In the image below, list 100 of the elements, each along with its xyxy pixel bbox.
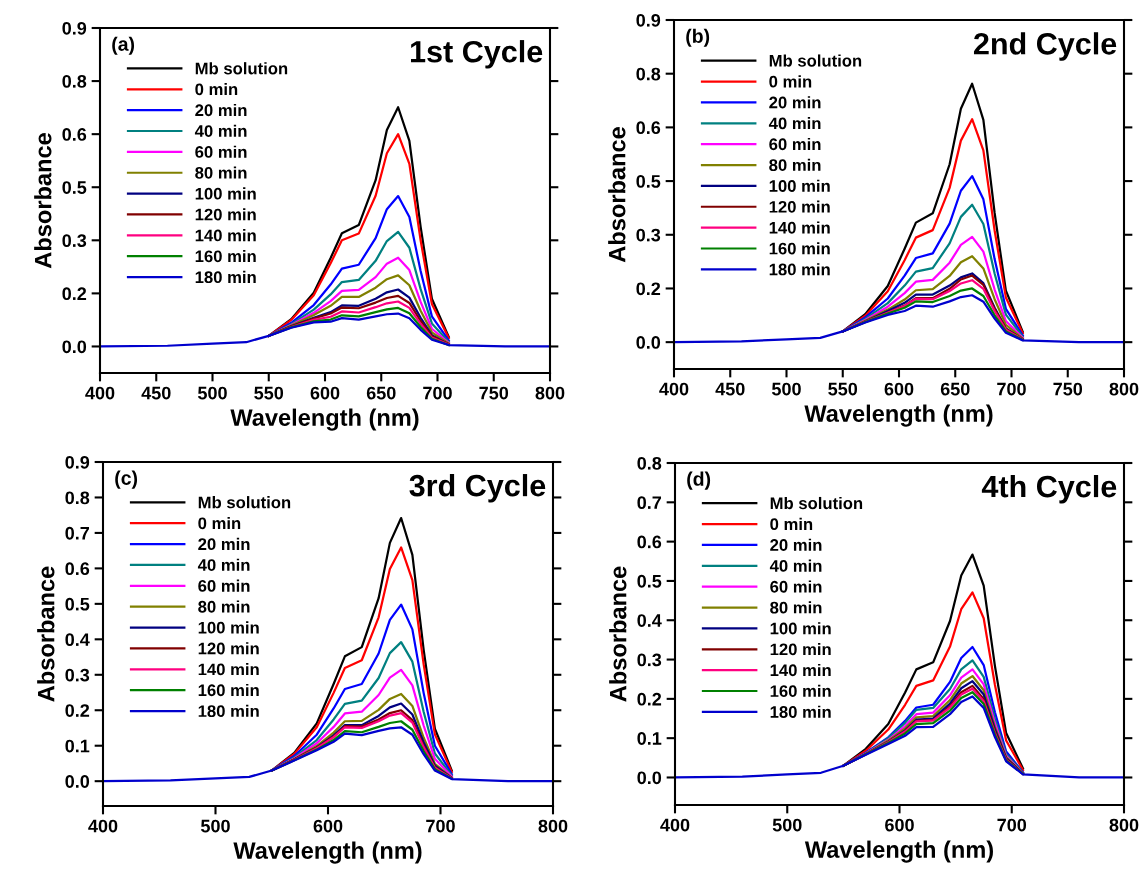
y-axis-title: Absorbance xyxy=(34,133,52,269)
legend-label: Mb solution xyxy=(769,54,862,67)
x-tick-label: 750 xyxy=(479,386,509,400)
x-tick-label: 700 xyxy=(997,818,1027,832)
legend-label: 180 min xyxy=(198,704,259,718)
y-tick-label: 0.2 xyxy=(65,704,90,717)
y-tick-label: 0.4 xyxy=(637,614,662,627)
legend-label: 60 min xyxy=(769,137,821,151)
y-tick-label: 0.6 xyxy=(637,535,662,549)
legend-label: 80 min xyxy=(769,158,821,172)
y-tick-label: 0.8 xyxy=(62,75,87,88)
line-series xyxy=(841,82,1024,333)
legend-label: 140 min xyxy=(769,221,830,234)
legend-label: 60 min xyxy=(195,145,247,158)
legend-label: 60 min xyxy=(198,579,250,592)
x-tick-label: 500 xyxy=(771,382,801,396)
y-tick-label: 0.3 xyxy=(637,653,662,667)
legend-label: 140 min xyxy=(195,229,256,242)
x-tick-label: 500 xyxy=(197,386,227,400)
legend-label: 40 min xyxy=(769,559,822,572)
line-series xyxy=(103,726,553,783)
x-tick-label: 650 xyxy=(366,386,396,400)
x-tick-label: 700 xyxy=(423,386,452,400)
y-tick-label: 0.3 xyxy=(62,234,87,248)
legend-label: 20 min xyxy=(198,537,250,551)
legend-label: 40 min xyxy=(768,117,821,130)
y-tick-label: 0.0 xyxy=(637,771,662,785)
legend-label: 100 min xyxy=(198,621,259,634)
legend-label: 40 min xyxy=(194,124,247,137)
legend-label: 80 min xyxy=(770,601,822,614)
x-tick-label: 400 xyxy=(85,386,115,400)
y-tick-label: 0.0 xyxy=(65,775,90,788)
y-tick-label: 0.1 xyxy=(65,739,90,753)
y-tick-label: 0.0 xyxy=(636,336,661,349)
legend-label: 120 min xyxy=(770,643,831,656)
x-tick-label: 500 xyxy=(772,818,802,832)
y-tick-label: 0.6 xyxy=(65,562,90,576)
x-tick-label: 500 xyxy=(200,819,230,833)
x-axis-title: Wavelength (nm) xyxy=(233,841,422,864)
legend-label: 120 min xyxy=(769,200,830,213)
y-tick-label: 0.6 xyxy=(636,121,661,135)
legend-label: 0 min xyxy=(769,75,812,88)
legend-label: 160 min xyxy=(770,684,831,698)
legend-label: 120 min xyxy=(198,642,259,655)
legend-label: 60 min xyxy=(770,580,822,593)
legend-label: Mb solution xyxy=(198,496,291,509)
y-tick-label: 0.9 xyxy=(62,21,87,35)
x-tick-label: 400 xyxy=(88,819,118,833)
chart-title: 4th Cycle xyxy=(981,474,1117,504)
x-axis-title: Wavelength (nm) xyxy=(804,404,993,427)
y-tick-label: 0.9 xyxy=(636,13,661,27)
line-series xyxy=(675,695,1124,779)
legend-label: 140 min xyxy=(198,663,259,676)
chart-title: 2nd Cycle xyxy=(973,32,1117,61)
y-tick-label: 0.3 xyxy=(636,228,661,242)
y-tick-label: 0.9 xyxy=(65,455,90,469)
y-tick-label: 0.4 xyxy=(65,633,90,647)
legend-label: 100 min xyxy=(770,622,831,635)
y-tick-label: 0.6 xyxy=(62,128,87,141)
annotation: (a) xyxy=(112,36,135,55)
x-tick-label: 800 xyxy=(535,386,565,400)
legend-label: 20 min xyxy=(770,538,822,551)
legend-label: 20 min xyxy=(769,96,821,109)
legend-label: 80 min xyxy=(195,166,247,179)
y-tick-label: 0.8 xyxy=(636,67,661,81)
legend-label: 180 min xyxy=(770,705,831,718)
chart-title: 3rd Cycle xyxy=(409,474,546,503)
y-tick-label: 0.7 xyxy=(65,526,90,540)
y-tick-label: 0.0 xyxy=(62,340,87,354)
y-tick-label: 0.5 xyxy=(65,597,90,611)
x-tick-label: 600 xyxy=(884,382,914,396)
legend-label: 0 min xyxy=(770,517,813,531)
legend-label: 140 min xyxy=(770,663,831,677)
legend-label: 100 min xyxy=(195,187,256,200)
annotation: (b) xyxy=(686,28,710,47)
x-tick-label: 650 xyxy=(940,382,970,396)
x-axis-title: Wavelength (nm) xyxy=(230,408,419,431)
x-tick-label: 700 xyxy=(426,819,455,833)
legend-label: Mb solution xyxy=(195,62,288,75)
x-tick-label: 600 xyxy=(885,818,914,832)
legend-label: 160 min xyxy=(198,683,259,697)
legend-label: 180 min xyxy=(769,263,830,276)
y-tick-label: 0.8 xyxy=(637,456,662,470)
x-axis-title: Wavelength (nm) xyxy=(804,840,993,863)
x-tick-label: 800 xyxy=(1109,382,1139,396)
x-tick-label: 600 xyxy=(313,819,343,833)
line-series xyxy=(100,312,550,348)
y-tick-label: 0.1 xyxy=(637,732,662,745)
y-tick-label: 0.2 xyxy=(637,692,662,706)
legend-label: 120 min xyxy=(195,208,256,221)
legend-label: 100 min xyxy=(769,179,830,192)
x-tick-label: 400 xyxy=(660,818,690,832)
y-tick-label: 0.2 xyxy=(62,287,87,301)
y-axis-title: Absorbance xyxy=(608,127,626,263)
x-tick-label: 700 xyxy=(997,382,1026,396)
x-tick-label: 750 xyxy=(1053,382,1083,396)
x-tick-label: 800 xyxy=(1109,818,1139,832)
y-tick-label: 0.5 xyxy=(637,574,662,588)
y-tick-label: 0.5 xyxy=(636,175,661,188)
legend-label: 160 min xyxy=(769,242,830,255)
